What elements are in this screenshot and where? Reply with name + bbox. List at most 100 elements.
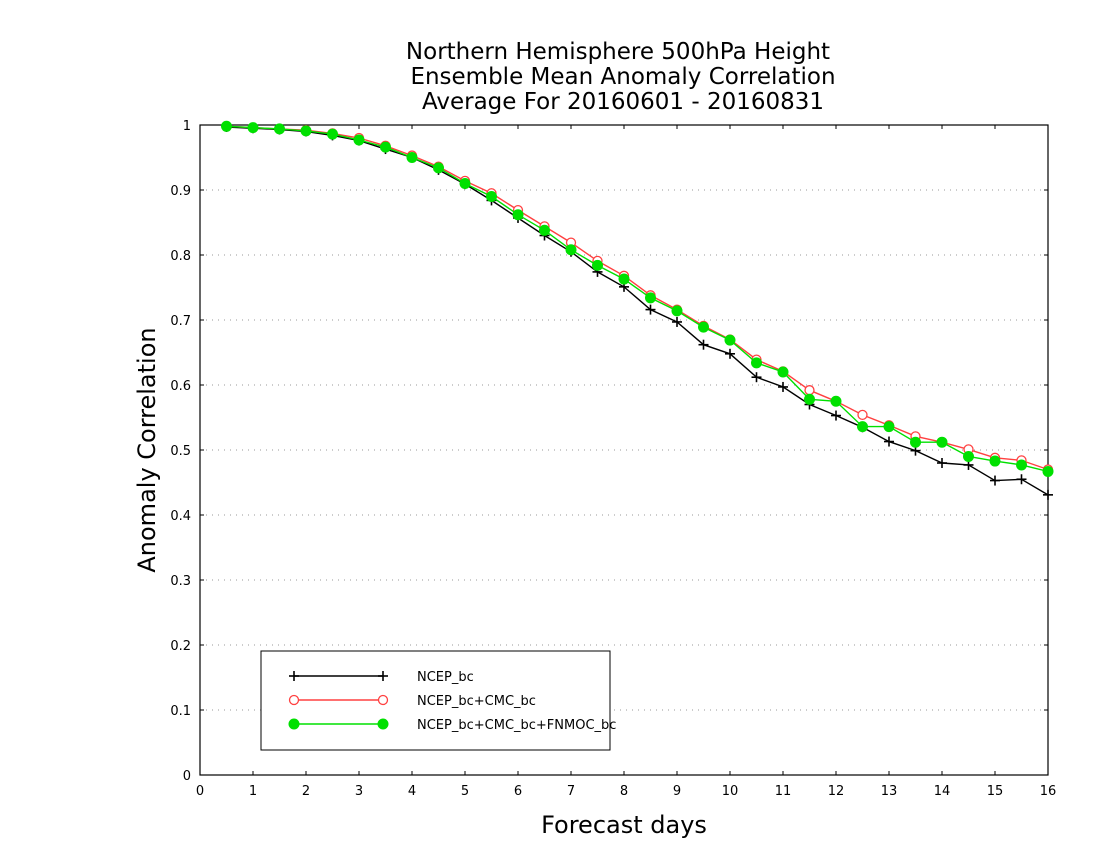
x-tick-label-13: 13 (881, 784, 898, 799)
series-2-point-10 (486, 191, 497, 202)
series-2-point-13 (565, 244, 577, 256)
x-tick-label-6: 6 (514, 784, 522, 799)
series-2-point-27 (936, 436, 948, 448)
chart-title: Northern Hemisphere 500hPa Height Ensemb… (406, 39, 836, 115)
series-0-point-27 (937, 458, 947, 468)
x-tick-label-1: 1 (249, 784, 257, 799)
legend-label-2: NCEP_bc+CMC_bc+FNMOC_bc (417, 718, 616, 733)
series-0-point-30 (1016, 474, 1027, 485)
series-line-0 (226, 126, 1049, 496)
series-0-point-29 (990, 475, 1000, 486)
series-0-point-16 (645, 304, 656, 315)
x-tick-label-10: 10 (722, 784, 739, 799)
series-2-point-11 (512, 209, 524, 221)
y-tick-label-10: 1 (183, 119, 191, 134)
x-tick-label-3: 3 (355, 784, 363, 799)
series-2-point-6 (380, 141, 391, 153)
legend-entry-0: NCEP_bc (289, 670, 474, 685)
x-tick-label-0: 0 (196, 784, 204, 799)
x-tick-label-11: 11 (775, 784, 792, 799)
series-0 (221, 121, 1053, 500)
series-1-point-24 (857, 409, 868, 421)
series-2-point-9 (459, 178, 471, 189)
series-2-point-16 (645, 292, 656, 304)
x-tick-label-5: 5 (461, 784, 469, 799)
series-2-point-8 (433, 162, 444, 174)
legend-label-0: NCEP_bc (417, 670, 474, 685)
series-2-point-5 (353, 134, 365, 146)
series-2-point-22 (804, 393, 815, 405)
y-tick-label-8: 0.8 (170, 249, 191, 264)
x-tick-label-9: 9 (673, 784, 681, 799)
legend: NCEP_bc NCEP_bc+CMC_bc NCEP_bc+CMC_bc+FNMO… (260, 650, 616, 751)
title-line-3: Average For 20160601 - 20160831 (422, 89, 824, 115)
y-tick-label-4: 0.4 (170, 509, 191, 524)
y-tick-label-3: 0.3 (170, 574, 191, 589)
gridlines (200, 189, 1048, 711)
x-tick-label-4: 4 (408, 784, 416, 799)
series-2-point-12 (539, 224, 550, 236)
series-2-point-15 (618, 273, 630, 285)
series-2-point-4 (327, 128, 338, 140)
legend-entry-2: NCEP_bc+CMC_bc+FNMOC_bc (288, 718, 616, 733)
legend-entry-1: NCEP_bc+CMC_bc (288, 694, 536, 709)
series-0-point-21 (778, 381, 788, 392)
series-0-point-25 (884, 436, 894, 447)
series-0-point-23 (831, 410, 841, 421)
series-2-point-14 (592, 259, 603, 271)
series-2 (221, 120, 1054, 477)
series-0-point-17 (672, 316, 682, 327)
series-1-point-22 (804, 385, 815, 396)
legend-marker-end-1 (377, 694, 389, 706)
series-2-point-17 (671, 305, 683, 317)
series-0-point-31 (1043, 489, 1053, 500)
series-2-point-25 (883, 421, 895, 433)
series-2-point-30 (1016, 459, 1027, 471)
series-2-point-2 (274, 123, 285, 135)
legend-marker-start-0 (289, 671, 299, 681)
series-2-point-23 (830, 395, 842, 407)
series-2-point-0 (221, 120, 232, 132)
title-line-2: Ensemble Mean Anomaly Correlation (410, 64, 835, 90)
legend-marker-start-1 (288, 694, 300, 706)
series-2-point-26 (910, 436, 921, 448)
series-2-point-29 (989, 455, 1001, 467)
series-2-point-28 (963, 451, 974, 462)
series-2-point-3 (300, 125, 312, 137)
series-0-point-18 (698, 339, 709, 350)
series-2-point-24 (857, 421, 868, 433)
y-tick-label-2: 0.2 (170, 639, 191, 654)
x-tick-label-7: 7 (567, 784, 575, 799)
series-0-point-19 (725, 348, 735, 359)
title-line-1: Northern Hemisphere 500hPa Height (406, 39, 830, 65)
y-axis: 0 0.1 0.2 0.3 0.4 0.5 0.6 0.7 0.8 0.9 1 (170, 119, 1048, 784)
x-tick-label-15: 15 (987, 784, 1004, 799)
x-tick-label-14: 14 (934, 784, 951, 799)
y-axis-label: Anomaly Correlation (133, 327, 161, 572)
series-2-point-31 (1042, 465, 1054, 477)
legend-entries: NCEP_bc NCEP_bc+CMC_bc NCEP_bc+CMC_bc+FNMO… (288, 670, 616, 733)
series-layer (221, 120, 1054, 500)
legend-marker-end-2 (377, 718, 389, 730)
legend-marker-start-2 (288, 718, 300, 730)
y-tick-label-0: 0 (183, 769, 191, 784)
x-tick-label-16: 16 (1040, 784, 1057, 799)
series-2-point-20 (751, 357, 762, 369)
x-tick-label-12: 12 (828, 784, 845, 799)
series-2-point-1 (247, 122, 259, 134)
y-tick-label-5: 0.5 (170, 444, 191, 459)
x-tick-label-8: 8 (620, 784, 628, 799)
x-tick-label-2: 2 (302, 784, 310, 799)
y-tick-label-1: 0.1 (170, 704, 191, 719)
series-0-point-20 (751, 372, 762, 383)
y-tick-label-6: 0.6 (170, 379, 191, 394)
y-tick-label-7: 0.7 (170, 314, 191, 329)
legend-label-1: NCEP_bc+CMC_bc (417, 694, 536, 709)
x-axis: 0 1 2 3 4 5 6 7 8 9 10 11 12 13 14 15 16 (196, 125, 1056, 799)
series-2-point-21 (777, 366, 789, 378)
x-axis-label: Forecast days (541, 811, 707, 839)
series-2-point-19 (724, 334, 736, 346)
series-2-point-7 (406, 152, 418, 163)
series-2-point-18 (698, 321, 709, 333)
